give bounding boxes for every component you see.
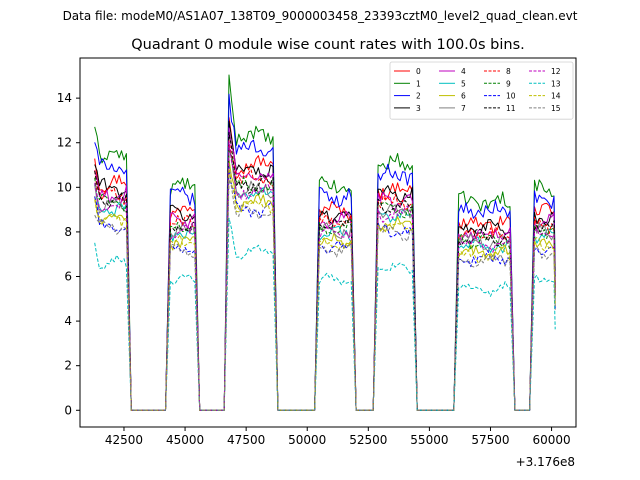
legend-label-8: 8 [506, 67, 511, 76]
legend-label-9: 9 [506, 79, 511, 88]
chart-title: Quadrant 0 module wise count rates with … [131, 37, 525, 53]
legend-label-4: 4 [461, 67, 466, 76]
x-tick-label: 45000 [166, 433, 204, 447]
x-offset-label: +3.176e8 [516, 455, 575, 469]
figure-suptitle: Data file: modeM0/AS1A07_138T09_90000034… [63, 9, 578, 23]
x-tick-label: 60000 [532, 433, 570, 447]
y-tick-label: 6 [64, 270, 72, 284]
series-line-15 [94, 179, 556, 411]
y-tick-label: 4 [64, 314, 72, 328]
y-tick-label: 10 [57, 180, 72, 194]
series-line-1 [94, 74, 556, 411]
x-tick-label: 42500 [105, 433, 143, 447]
axes-frame [79, 57, 577, 428]
series-layer [94, 74, 556, 411]
series-line-13 [94, 217, 556, 411]
x-tick-label: 57500 [471, 433, 509, 447]
legend-label-6: 6 [461, 92, 466, 101]
series-line-10 [94, 166, 556, 411]
series-line-11 [94, 132, 556, 411]
axes-layer: 42500 45000 47500 50000 52500 55000 57500 60000… [57, 57, 577, 447]
x-tick-label: 52500 [349, 433, 387, 447]
legend-label-3: 3 [416, 104, 421, 113]
y-tick-label: 2 [64, 359, 72, 373]
x-tick-label: 47500 [227, 433, 265, 447]
legend-label-11: 11 [506, 104, 516, 113]
y-tick-label: 0 [64, 403, 72, 417]
legend-box [389, 61, 574, 120]
y-tick-label: 12 [57, 136, 72, 150]
series-line-5 [94, 146, 556, 411]
series-line-4 [94, 127, 556, 411]
x-tick-label: 50000 [288, 433, 326, 447]
legend-label-5: 5 [461, 79, 466, 88]
legend-label-10: 10 [506, 92, 516, 101]
x-tick-label: 55000 [410, 433, 448, 447]
legend-label-14: 14 [551, 92, 561, 101]
y-tick-label: 8 [64, 225, 72, 239]
legend-label-2: 2 [416, 92, 421, 101]
legend-label-7: 7 [461, 104, 466, 113]
legend-label-15: 15 [551, 104, 561, 113]
series-line-9 [94, 150, 556, 411]
series-line-12 [94, 141, 556, 411]
legend-label-13: 13 [551, 79, 561, 88]
legend-label-12: 12 [551, 67, 561, 76]
legend-label-0: 0 [416, 67, 421, 76]
series-line-8 [94, 140, 556, 411]
series-line-7 [94, 146, 556, 411]
y-tick-label: 14 [57, 91, 72, 105]
series-line-6 [94, 159, 556, 411]
legend-label-1: 1 [416, 79, 421, 88]
series-line-2 [94, 93, 556, 411]
series-line-3 [94, 120, 556, 411]
